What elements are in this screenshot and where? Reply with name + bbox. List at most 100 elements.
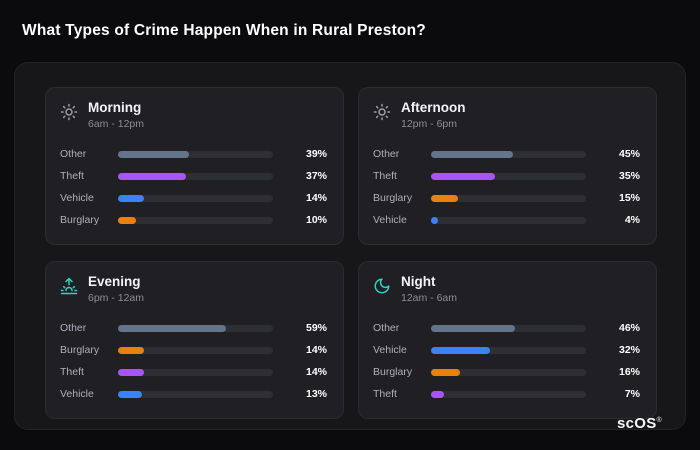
category-label: Burglary (373, 192, 413, 204)
category-label: Burglary (60, 214, 100, 226)
bar-percent: 35% (618, 170, 640, 182)
bar-track (118, 346, 273, 354)
category-label: Vehicle (373, 214, 407, 226)
bar-percent: 46% (618, 322, 640, 334)
bar-row: Other 39% (60, 143, 327, 165)
bar-row: Theft 14% (60, 361, 327, 383)
bar-percent: 59% (305, 322, 327, 334)
moon-icon (373, 274, 391, 295)
bar-fill (118, 324, 226, 332)
page-title: What Types of Crime Happen When in Rural… (22, 22, 426, 39)
bar-fill (118, 194, 144, 202)
bar-fill (118, 150, 190, 158)
bar-track (431, 194, 586, 202)
card-subtitle: 12am - 6am (401, 292, 458, 304)
category-label: Other (373, 322, 400, 334)
card-title: Night (401, 274, 436, 289)
category-label: Theft (373, 170, 397, 182)
bar-track (118, 390, 273, 398)
bar-percent: 14% (305, 344, 327, 356)
bar-track (431, 346, 586, 354)
bar-fill (431, 194, 459, 202)
category-label: Vehicle (60, 388, 94, 400)
bar-fill (118, 390, 142, 398)
sunset-icon (60, 274, 78, 295)
card-subtitle: 6am - 12pm (88, 118, 145, 130)
sun-icon (60, 100, 78, 121)
category-label: Vehicle (60, 192, 94, 204)
category-label: Burglary (60, 344, 100, 356)
registered-mark: ® (656, 417, 662, 424)
card-title: Morning (88, 100, 142, 115)
bar-row: Vehicle 14% (60, 187, 327, 209)
bar-rows: Other 45% Theft 35% Burglary 15% Vehicle… (373, 143, 640, 231)
category-label: Vehicle (373, 344, 407, 356)
bar-track (118, 150, 273, 158)
category-label: Theft (60, 366, 84, 378)
bar-fill (118, 368, 144, 376)
bar-track (431, 390, 586, 398)
bar-percent: 39% (305, 148, 327, 160)
card-subtitle: 6pm - 12am (88, 292, 145, 304)
card-header: Evening 6pm - 12am (60, 274, 327, 304)
card-title: Afternoon (401, 100, 466, 115)
bar-row: Theft 37% (60, 165, 327, 187)
bar-percent: 7% (624, 388, 640, 400)
category-label: Theft (60, 170, 84, 182)
bar-percent: 10% (305, 214, 327, 226)
card-header: Night 12am - 6am (373, 274, 640, 304)
bar-row: Other 59% (60, 317, 327, 339)
bar-track (431, 150, 586, 158)
bar-rows: Other 46% Vehicle 32% Burglary 16% Theft… (373, 317, 640, 405)
bar-row: Theft 35% (373, 165, 640, 187)
bar-track (118, 172, 273, 180)
bar-row: Burglary 10% (60, 209, 327, 231)
bar-percent: 16% (618, 366, 640, 378)
bar-track (118, 324, 273, 332)
bar-percent: 14% (305, 366, 327, 378)
bar-percent: 14% (305, 192, 327, 204)
card-title: Evening (88, 274, 141, 289)
category-label: Other (60, 322, 87, 334)
bar-fill (118, 172, 186, 180)
bar-track (431, 368, 586, 376)
card-evening: Evening 6pm - 12am Other 59% Burglary 14… (45, 261, 344, 419)
bar-row: Burglary 15% (373, 187, 640, 209)
bar-track (431, 216, 586, 224)
bar-track (118, 368, 273, 376)
bar-row: Other 46% (373, 317, 640, 339)
card-morning: Morning 6am - 12pm Other 39% Theft 37% V… (45, 87, 344, 245)
category-label: Burglary (373, 366, 413, 378)
bar-track (431, 324, 586, 332)
bar-fill (431, 324, 516, 332)
card-subtitle: 12pm - 6pm (401, 118, 458, 130)
bar-fill (431, 172, 495, 180)
bar-row: Vehicle 13% (60, 383, 327, 405)
brand-logo: scOS® (617, 415, 662, 432)
crime-panel: Morning 6am - 12pm Other 39% Theft 37% V… (14, 62, 686, 430)
bar-percent: 15% (618, 192, 640, 204)
bar-track (118, 194, 273, 202)
bar-row: Burglary 14% (60, 339, 327, 361)
bar-rows: Other 39% Theft 37% Vehicle 14% Burglary… (60, 143, 327, 231)
bar-row: Vehicle 32% (373, 339, 640, 361)
bar-track (118, 216, 273, 224)
bar-fill (431, 150, 514, 158)
bar-percent: 37% (305, 170, 327, 182)
category-label: Other (60, 148, 87, 160)
bar-percent: 13% (305, 388, 327, 400)
bar-percent: 45% (618, 148, 640, 160)
bar-fill (118, 346, 144, 354)
card-night: Night 12am - 6am Other 46% Vehicle 32% B… (358, 261, 657, 419)
card-header: Afternoon 12pm - 6pm (373, 100, 640, 130)
sun-icon (373, 100, 391, 121)
bar-row: Burglary 16% (373, 361, 640, 383)
category-label: Other (373, 148, 400, 160)
bar-rows: Other 59% Burglary 14% Theft 14% Vehicle… (60, 317, 327, 405)
card-afternoon: Afternoon 12pm - 6pm Other 45% Theft 35%… (358, 87, 657, 245)
bar-fill (118, 216, 137, 224)
bar-percent: 32% (618, 344, 640, 356)
bar-row: Other 45% (373, 143, 640, 165)
brand-text: scOS (616, 415, 657, 432)
bar-fill (431, 346, 490, 354)
